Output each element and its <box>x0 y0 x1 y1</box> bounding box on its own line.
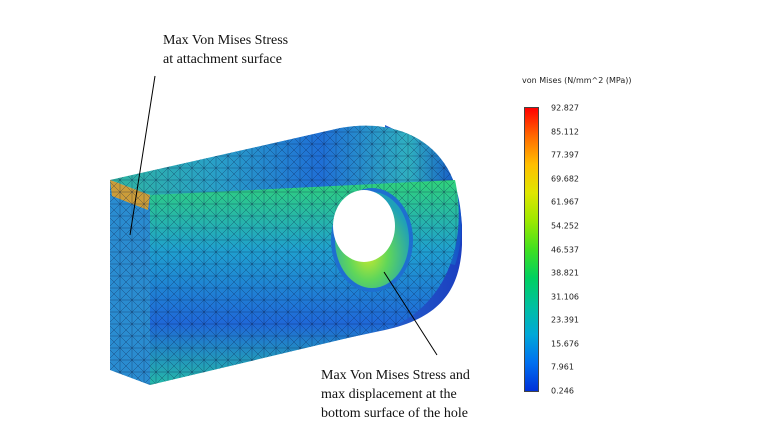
annotation-bottom-line-3: bottom surface of the hole <box>321 406 468 421</box>
annotation-top-line-1: Max Von Mises Stress <box>163 33 289 48</box>
annotation-hole-stress: Max Von Mises Stress and max displacemen… <box>321 366 470 423</box>
legend-tick-label: 61.967 <box>551 197 579 207</box>
leader-line-top <box>129 75 156 236</box>
legend-tick-label: 0.246 <box>551 386 574 396</box>
annotation-attachment-stress: Max Von Mises Stress at attachment surfa… <box>163 31 288 69</box>
legend-tick-label: 69.682 <box>551 174 579 184</box>
legend-tick-label: 38.821 <box>551 268 579 278</box>
legend-colorbar <box>524 107 539 392</box>
leader-line-bottom <box>383 271 438 356</box>
legend-tick-label: 92.827 <box>551 103 579 113</box>
legend-tick-label: 85.112 <box>551 127 579 137</box>
legend-tick-label: 7.961 <box>551 362 574 372</box>
legend-tick-label: 46.537 <box>551 245 579 254</box>
legend-tick-label: 23.391 <box>551 315 579 325</box>
legend-tick-label: 54.252 <box>551 221 579 231</box>
annotation-top-line-2: at attachment surface <box>163 52 282 67</box>
legend-tick-label: 77.397 <box>551 150 579 160</box>
hole-opening <box>333 190 395 262</box>
annotation-bottom-line-2: max displacement at the <box>321 387 457 402</box>
legend-tick-label: 15.676 <box>551 339 579 349</box>
legend-title: von Mises (N/mm^2 (MPa)) <box>522 76 632 85</box>
legend-tick-label: 31.106 <box>551 292 579 302</box>
annotation-bottom-line-1: Max Von Mises Stress and <box>321 368 470 383</box>
